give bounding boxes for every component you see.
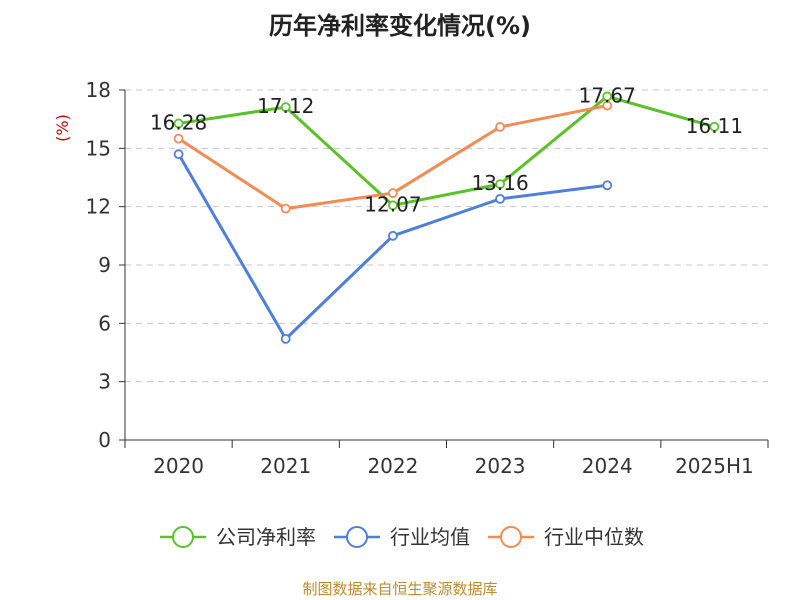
data-point[interactable]	[495, 193, 505, 204]
data-point[interactable]	[602, 180, 613, 191]
legend-label: 行业均值	[390, 525, 470, 549]
x-tick-label: 2024	[582, 454, 633, 478]
data-point[interactable]	[709, 121, 720, 132]
y-tick-label: 9	[98, 253, 111, 277]
legend-marker-icon	[172, 526, 194, 548]
x-tick-label: 2025H1	[675, 454, 754, 478]
axes: 0 3 6 9 12 15 18 2020 2021 2022 2023 2024 2025H1 (%)	[53, 78, 769, 478]
x-tick-label: 2021	[260, 454, 311, 478]
data-point[interactable]	[388, 200, 398, 211]
grid-lines	[125, 89, 768, 383]
data-labels: 16.28 17.12 12.07 13.16 17.67 16.11	[150, 83, 743, 216]
y-axis-label: (%)	[53, 114, 72, 142]
legend-item[interactable]: 行业中位数	[488, 525, 644, 549]
data-label: 13.16	[471, 171, 528, 195]
data-point[interactable]	[173, 118, 184, 129]
y-tick-label: 15	[86, 136, 111, 160]
legend-item[interactable]: 行业均值	[334, 525, 470, 549]
series-lines	[173, 91, 720, 344]
data-label: 17.12	[257, 94, 314, 118]
legend-marker-icon	[346, 526, 368, 548]
data-point[interactable]	[602, 100, 613, 111]
chart-title: 历年净利率变化情况(%)	[269, 12, 531, 40]
y-tick-label: 12	[86, 195, 111, 219]
x-tick-label: 2022	[367, 454, 418, 478]
data-label: 17.67	[579, 83, 636, 107]
y-tick-label: 0	[98, 428, 111, 452]
data-label: 12.07	[364, 192, 421, 216]
legend-label: 行业中位数	[544, 525, 644, 549]
data-point[interactable]	[495, 122, 505, 132]
data-point[interactable]	[280, 102, 291, 113]
y-tick-label: 18	[86, 78, 111, 102]
legend-marker-icon	[500, 526, 522, 548]
data-point[interactable]	[280, 203, 291, 214]
data-point[interactable]	[173, 149, 184, 160]
legend-item[interactable]: 公司净利率	[160, 525, 316, 549]
x-tick-label: 2020	[153, 454, 204, 478]
data-point[interactable]	[388, 188, 398, 198]
legend[interactable]: 公司净利率 行业均值 行业中位数	[160, 525, 644, 549]
x-tick-label: 2023	[475, 454, 526, 478]
y-tick-label: 6	[98, 311, 111, 335]
source-note: 制图数据来自恒生聚源数据库	[302, 580, 498, 598]
data-point[interactable]	[495, 179, 505, 190]
data-point[interactable]	[388, 230, 398, 241]
data-label: 16.11	[686, 114, 743, 138]
legend-label: 公司净利率	[216, 525, 316, 549]
y-tick-label: 3	[98, 370, 111, 394]
data-label: 16.28	[150, 110, 207, 134]
series-line	[177, 94, 716, 207]
data-point[interactable]	[173, 133, 184, 144]
data-point[interactable]	[602, 91, 613, 102]
data-point[interactable]	[280, 333, 291, 344]
